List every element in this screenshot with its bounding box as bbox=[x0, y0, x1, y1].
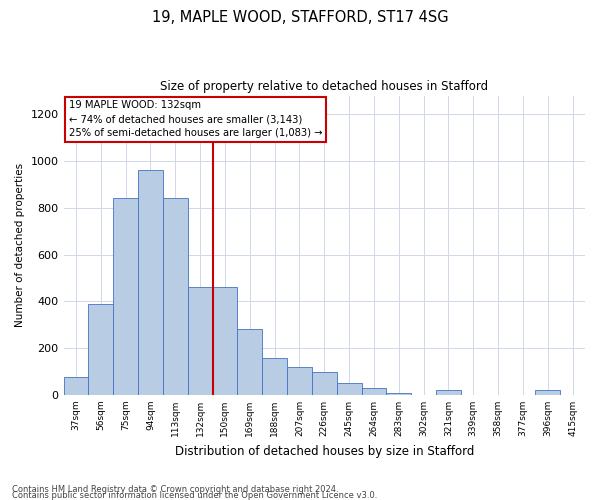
Bar bbox=[113, 198, 138, 395]
Bar bbox=[535, 390, 560, 395]
Text: 19 MAPLE WOOD: 132sqm
← 74% of detached houses are smaller (3,143)
25% of semi-d: 19 MAPLE WOOD: 132sqm ← 74% of detached … bbox=[69, 100, 322, 138]
Text: 19, MAPLE WOOD, STAFFORD, ST17 4SG: 19, MAPLE WOOD, STAFFORD, ST17 4SG bbox=[152, 10, 448, 25]
Text: Contains HM Land Registry data © Crown copyright and database right 2024.: Contains HM Land Registry data © Crown c… bbox=[12, 485, 338, 494]
Bar bbox=[436, 390, 461, 395]
Bar bbox=[362, 388, 386, 395]
Bar bbox=[238, 330, 262, 395]
Bar bbox=[212, 288, 238, 395]
Bar bbox=[386, 392, 411, 395]
Bar bbox=[64, 378, 88, 395]
Text: Contains public sector information licensed under the Open Government Licence v3: Contains public sector information licen… bbox=[12, 490, 377, 500]
Bar bbox=[88, 304, 113, 395]
Y-axis label: Number of detached properties: Number of detached properties bbox=[15, 163, 25, 328]
Bar bbox=[337, 383, 362, 395]
Bar bbox=[188, 288, 212, 395]
Bar bbox=[287, 367, 312, 395]
Title: Size of property relative to detached houses in Stafford: Size of property relative to detached ho… bbox=[160, 80, 488, 93]
Bar bbox=[163, 198, 188, 395]
Bar bbox=[138, 170, 163, 395]
Bar bbox=[312, 372, 337, 395]
Bar bbox=[262, 358, 287, 395]
X-axis label: Distribution of detached houses by size in Stafford: Distribution of detached houses by size … bbox=[175, 444, 474, 458]
